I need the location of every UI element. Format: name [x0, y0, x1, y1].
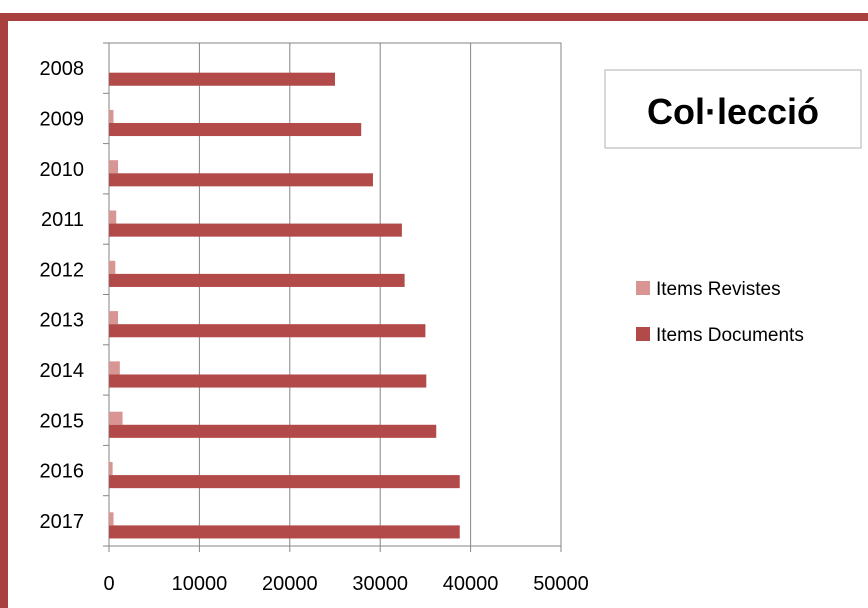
y-tick-label: 2009 [40, 108, 85, 130]
bar-items-revistes [109, 260, 116, 274]
y-tick-label: 2012 [40, 259, 85, 281]
plot-area [108, 42, 562, 547]
bar-items-documents [109, 122, 362, 137]
x-tick-label: 10000 [172, 573, 228, 595]
x-tick-label: 50000 [533, 573, 589, 595]
y-tick-label: 2013 [40, 310, 85, 332]
y-tick-label: 2008 [40, 58, 85, 80]
bar-items-revistes [109, 160, 119, 174]
y-tick-label: 2017 [40, 511, 85, 533]
y-tick-label: 2016 [40, 461, 85, 483]
bar-items-revistes [109, 210, 117, 224]
bar-items-documents [109, 475, 460, 489]
bar-items-revistes [109, 109, 114, 123]
y-tick-label: 2011 [41, 209, 84, 231]
x-tick-label: 0 [103, 573, 114, 595]
chart-title: Col·lecció [647, 91, 819, 132]
bar-items-documents [109, 223, 402, 237]
bar-items-documents [109, 424, 437, 438]
y-tick-label: 2010 [40, 159, 85, 181]
legend-swatch [636, 327, 650, 341]
bar-items-documents [109, 273, 405, 287]
x-tick-label: 20000 [262, 573, 318, 595]
x-tick-label: 30000 [352, 573, 408, 595]
outer-frame [0, 13, 868, 608]
x-tick-label: 40000 [443, 573, 499, 595]
legend-swatch [636, 281, 650, 295]
bar-items-revistes [109, 311, 119, 325]
bar-items-documents [109, 72, 335, 86]
bar-items-documents [109, 525, 460, 539]
bar-items-revistes [109, 461, 113, 476]
title-box [604, 69, 862, 149]
legend-label: Items Revistes [656, 279, 781, 300]
bar-items-revistes [109, 512, 114, 526]
bar-items-documents [109, 173, 373, 187]
legend-label: Items Documents [656, 325, 804, 346]
bar-items-documents [109, 374, 427, 388]
bar-items-revistes [109, 411, 123, 425]
bar-items-documents [109, 324, 426, 338]
y-tick-label: 2014 [40, 360, 85, 382]
bar-items-revistes [109, 361, 120, 375]
y-tick-label: 2015 [40, 410, 85, 432]
